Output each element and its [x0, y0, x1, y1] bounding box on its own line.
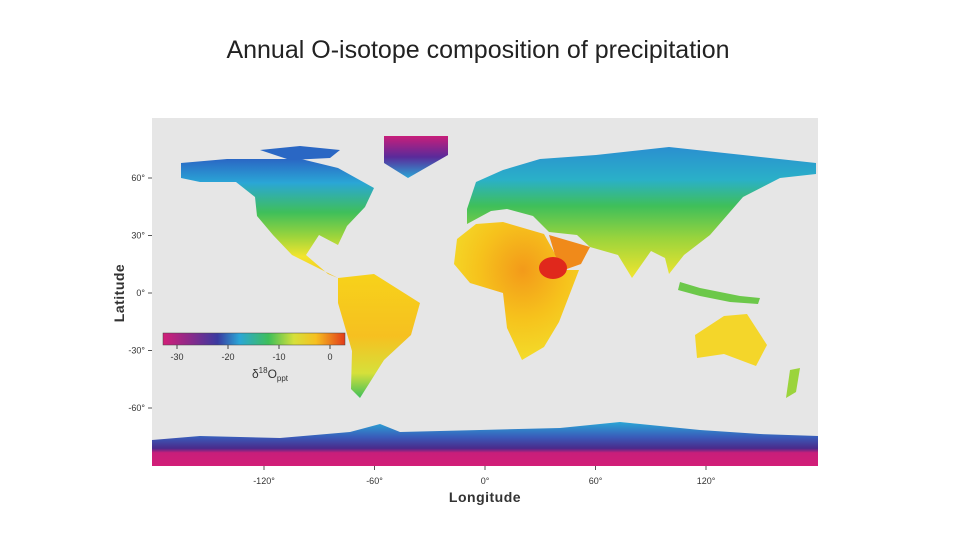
colorbar-ticks: -30 -20 -10 0	[170, 345, 333, 362]
x-axis-label: Longitude	[449, 489, 521, 505]
colorbar-label: δ18Oppt	[252, 366, 289, 383]
colorbar-tick-label: -30	[170, 352, 183, 362]
label-subscript: ppt	[277, 374, 289, 383]
new-zealand	[786, 368, 800, 398]
lon-ticks: -120° -60° 0° 60° 120°	[253, 466, 716, 486]
lon-tick-label: 60°	[589, 476, 603, 486]
label-base: O	[268, 367, 277, 381]
colorbar	[162, 332, 346, 346]
lat-tick-label: 30°	[131, 231, 145, 241]
africa	[454, 222, 579, 360]
label-symbol: δ	[252, 367, 259, 381]
colorbar-tick-label: -10	[272, 352, 285, 362]
y-axis-label: Latitude	[111, 264, 127, 322]
lat-tick-label: 0°	[136, 288, 145, 298]
lat-tick-label: -30°	[128, 346, 145, 356]
lon-tick-label: 0°	[481, 476, 490, 486]
lon-tick-label: -120°	[253, 476, 275, 486]
south-america	[338, 274, 420, 398]
eurasia	[467, 147, 816, 278]
lat-tick-label: -60°	[128, 403, 145, 413]
lon-tick-label: -60°	[366, 476, 383, 486]
lon-tick-label: 120°	[697, 476, 716, 486]
north-america	[181, 159, 374, 278]
australia	[695, 314, 767, 366]
antarctica	[152, 422, 818, 466]
ethiopia-high	[539, 257, 567, 279]
colorbar-tick-label: 0	[327, 352, 332, 362]
greenland	[384, 136, 448, 178]
colorbar-tick-label: -20	[221, 352, 234, 362]
lat-tick-label: 60°	[131, 173, 145, 183]
label-superscript: 18	[259, 366, 268, 375]
title: Annual O-isotope composition of precipit…	[226, 36, 729, 64]
arctic-islands	[260, 146, 340, 160]
lat-ticks: 60° 30° 0° -30° -60°	[128, 173, 152, 413]
indonesia	[678, 282, 760, 304]
